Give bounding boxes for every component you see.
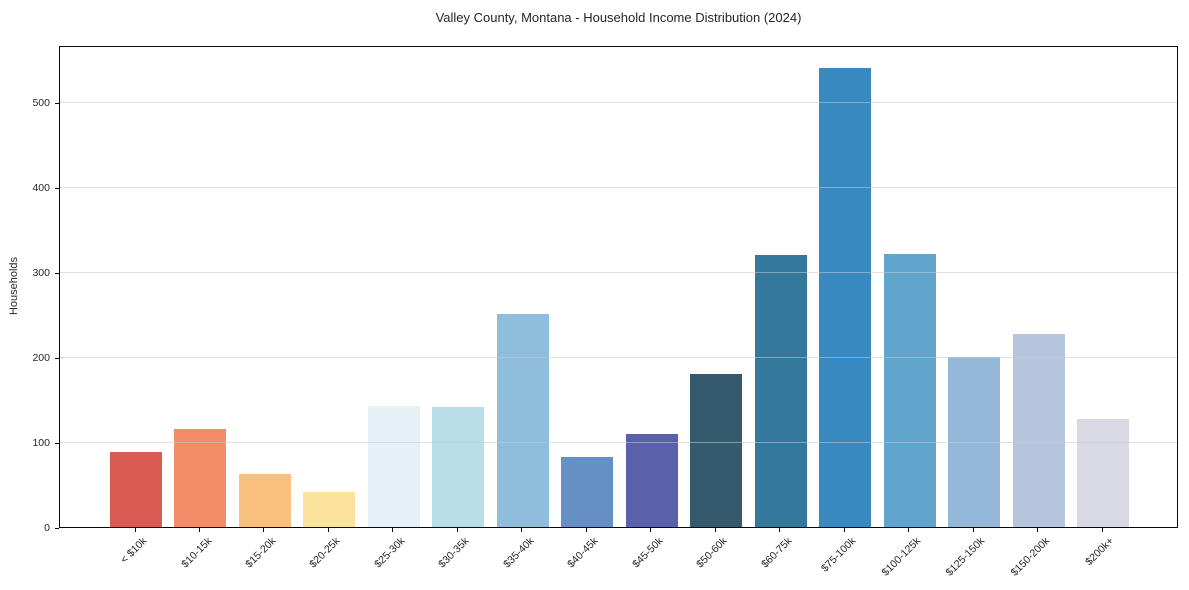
- bar-$60-75k: [754, 255, 807, 527]
- chart-title: Valley County, Montana - Household Incom…: [435, 10, 802, 25]
- bar-$125-150k: [948, 357, 1001, 527]
- x-tick-mark: [456, 528, 458, 532]
- plot-area: [59, 46, 1178, 528]
- x-tick-mark: [843, 528, 845, 532]
- x-tick-mark: [263, 528, 265, 532]
- x-tick-mark: [650, 528, 652, 532]
- bar-$15-20k: [238, 474, 291, 527]
- x-tick-mark: [198, 528, 200, 532]
- x-tick-label: $50-60k: [694, 535, 730, 571]
- bar-$75-100k: [819, 67, 872, 527]
- x-tick-mark: [1101, 528, 1103, 532]
- x-tick-label: $100-125k: [879, 535, 924, 579]
- x-tick-label: $30-35k: [436, 535, 472, 571]
- y-tick-label: 500: [32, 97, 50, 110]
- x-tick-mark: [779, 528, 781, 532]
- bar-$100-125k: [883, 253, 936, 527]
- bar-< $10k: [110, 452, 162, 527]
- x-tick-label: $35-40k: [500, 535, 537, 571]
- x-tick-label: $75-100k: [819, 535, 859, 575]
- y-tick-mark: [55, 357, 59, 359]
- bar-$35-40k: [496, 314, 549, 527]
- bar-$30-35k: [432, 406, 485, 527]
- x-tick-mark: [972, 528, 974, 532]
- y-tick-label: 0: [44, 521, 50, 534]
- x-tick-label: $20-25k: [307, 535, 343, 571]
- y-tick-mark: [55, 527, 59, 529]
- x-tick-mark: [714, 528, 716, 532]
- x-tick-label: $60-75k: [758, 535, 795, 571]
- x-tick-label: $10-15k: [178, 535, 214, 571]
- bar-$25-30k: [367, 405, 420, 527]
- y-tick-label: 200: [32, 351, 50, 364]
- y-tick-mark: [55, 188, 59, 190]
- x-tick-mark: [134, 528, 136, 532]
- x-tick-mark: [908, 528, 910, 532]
- y-tick-mark: [55, 103, 59, 105]
- y-tick-mark: [55, 272, 59, 274]
- x-tick-label: $150-200k: [1008, 535, 1053, 579]
- x-tick-label: $45-50k: [629, 535, 666, 571]
- bar-$10-15k: [174, 429, 227, 527]
- x-tick-mark: [521, 528, 523, 532]
- bar-$40-45k: [561, 457, 614, 527]
- y-tick-label: 300: [32, 266, 50, 279]
- y-tick-label: 100: [32, 436, 50, 449]
- x-tick-label: $125-150k: [943, 535, 988, 579]
- x-tick-label: < $10k: [118, 535, 150, 566]
- x-tick-label: $200k+: [1083, 535, 1117, 569]
- x-tick-label: $25-30k: [372, 535, 408, 571]
- x-tick-label: $40-45k: [565, 535, 601, 571]
- bar-$20-25k: [303, 492, 356, 527]
- y-tick-mark: [55, 442, 59, 444]
- y-tick-label: 400: [32, 182, 50, 195]
- bar-$200k+: [1077, 419, 1129, 527]
- x-tick-mark: [392, 528, 394, 532]
- y-axis-title: Households: [8, 256, 20, 316]
- x-tick-mark: [327, 528, 329, 532]
- bar-$50-60k: [690, 374, 743, 527]
- x-tick-mark: [585, 528, 587, 532]
- x-tick-label: $15-20k: [243, 535, 279, 571]
- bar-$45-50k: [625, 433, 678, 527]
- bars-layer: [60, 47, 1177, 527]
- x-tick-mark: [1037, 528, 1039, 532]
- bar-$150-200k: [1012, 333, 1065, 527]
